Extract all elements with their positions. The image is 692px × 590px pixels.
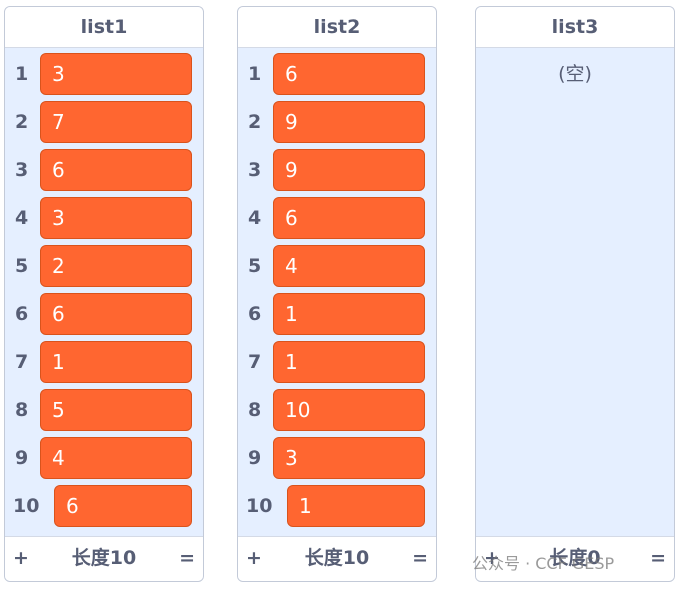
item-index: 8 — [15, 399, 29, 421]
item-index: 2 — [248, 111, 262, 133]
item-index: 7 — [248, 351, 262, 373]
list-item[interactable]: 2 — [40, 245, 192, 287]
item-index: 1 — [15, 63, 29, 85]
item-index: 3 — [248, 159, 262, 181]
list-item[interactable]: 1 — [287, 485, 425, 527]
add-button[interactable]: + — [484, 547, 500, 569]
list-item[interactable]: 3 — [273, 437, 425, 479]
list-item[interactable]: 3 — [40, 53, 192, 95]
list-item[interactable]: 4 — [273, 245, 425, 287]
item-index: 1 — [248, 63, 262, 85]
add-button[interactable]: + — [246, 547, 262, 569]
list-footer: + 长度10 = — [238, 536, 436, 581]
item-index: 6 — [248, 303, 262, 325]
list-monitor: list1 1 3 2 7 3 6 4 3 5 2 6 6 7 1 8 5 9 4 10 6 + 长度10 = — [4, 6, 204, 582]
resize-handle[interactable]: = — [179, 547, 195, 569]
length-label: 长度10 — [71, 547, 137, 569]
list-item[interactable]: 6 — [40, 149, 192, 191]
item-index: 6 — [15, 303, 29, 325]
resize-handle[interactable]: = — [650, 547, 666, 569]
item-index: 9 — [15, 447, 29, 469]
list-item[interactable]: 1 — [273, 341, 425, 383]
watermark: 公众号 · CCF GESP — [472, 554, 615, 573]
item-index: 2 — [15, 111, 29, 133]
item-index: 8 — [248, 399, 262, 421]
list-item[interactable]: 6 — [40, 293, 192, 335]
list-title: list1 — [5, 7, 203, 48]
resize-handle[interactable]: = — [412, 547, 428, 569]
list-monitor: list3 (空) + 长度0 = — [475, 6, 675, 582]
item-index: 5 — [15, 255, 29, 277]
list-title: list3 — [476, 7, 674, 48]
list-item[interactable]: 3 — [40, 197, 192, 239]
list-item[interactable]: 9 — [273, 149, 425, 191]
add-button[interactable]: + — [13, 547, 29, 569]
list-item[interactable]: 6 — [54, 485, 192, 527]
list-item[interactable]: 1 — [40, 341, 192, 383]
list-item[interactable]: 7 — [40, 101, 192, 143]
item-index: 3 — [15, 159, 29, 181]
list-item[interactable]: 9 — [273, 101, 425, 143]
length-label: 长度10 — [304, 547, 370, 569]
length-label: 长度0 — [549, 547, 601, 569]
item-index: 7 — [15, 351, 29, 373]
list-item[interactable]: 4 — [40, 437, 192, 479]
list-footer: + 长度10 = — [5, 536, 203, 581]
item-index: 10 — [13, 495, 40, 517]
item-index: 5 — [248, 255, 262, 277]
item-index: 10 — [246, 495, 273, 517]
list-footer: + 长度0 = — [476, 536, 674, 581]
list-item[interactable]: 6 — [273, 197, 425, 239]
list-item[interactable]: 1 — [273, 293, 425, 335]
list-item[interactable]: 5 — [40, 389, 192, 431]
list-item[interactable]: 10 — [273, 389, 425, 431]
list-monitor: list2 1 6 2 9 3 9 4 6 5 4 6 1 7 1 8 10 9 3 10 1 + 长度10 = — [237, 6, 437, 582]
item-index: 9 — [248, 447, 262, 469]
item-index: 4 — [248, 207, 262, 229]
list-title: list2 — [238, 7, 436, 48]
empty-label: (空) — [558, 63, 592, 85]
list-item[interactable]: 6 — [273, 53, 425, 95]
item-index: 4 — [15, 207, 29, 229]
